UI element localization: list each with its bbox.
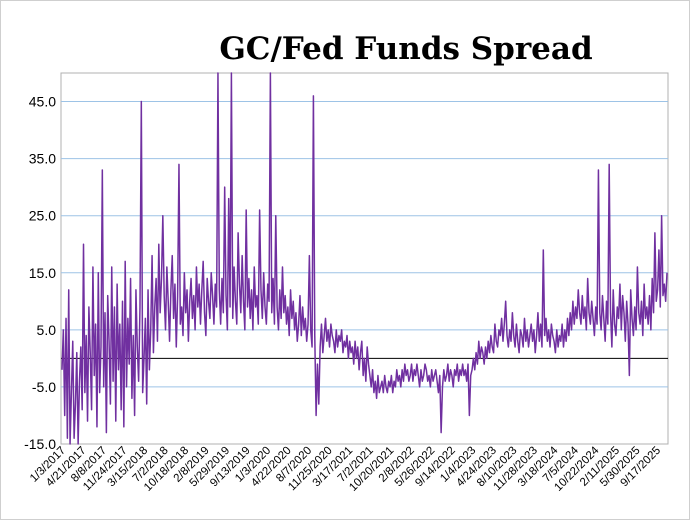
series-line	[61, 72, 668, 445]
chart-title: GC/Fed Funds Spread	[219, 31, 592, 67]
y-tick-label: -5.0	[32, 379, 56, 395]
y-tick-label: 25.0	[29, 208, 56, 224]
y-axis-ticks: -15.0 -5.0 5.0 15.0 25.0 35.0 45.0	[24, 94, 56, 452]
x-axis-ticks: 1/3/20174/21/20178/8/201711/24/20173/15/…	[28, 444, 663, 494]
y-tick-label: 5.0	[37, 322, 57, 338]
y-tick-label: 15.0	[29, 265, 56, 281]
y-tick-label: -15.0	[24, 436, 56, 452]
y-tick-label: 35.0	[29, 151, 56, 167]
y-tick-label: 45.0	[29, 94, 56, 110]
